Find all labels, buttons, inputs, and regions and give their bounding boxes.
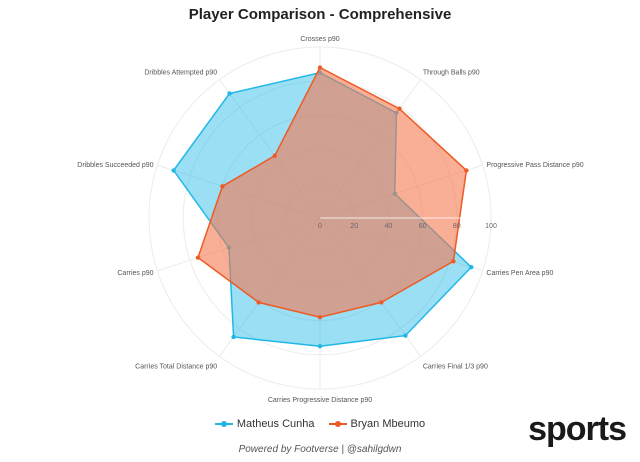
series-1-point-8[interactable] [171,168,176,173]
tick-label: 80 [453,223,461,230]
series-2-point-3[interactable] [451,259,456,264]
axis-label-6: Carries Total Distance p90 [135,364,217,371]
axis-label-2: Progressive Pass Distance p90 [486,162,583,169]
axis-label-8: Dribbles Succeeded p90 [77,162,153,169]
watermark-logo: sports [528,410,627,448]
axis-label-9: Dribbles Attempted p90 [144,69,217,76]
series-2-point-8[interactable] [220,184,225,189]
tick-label: 100 [485,223,497,230]
axis-label-0: Crosses p90 [300,36,339,43]
series-1-point-5[interactable] [317,344,323,349]
tick-label: 60 [419,223,427,230]
series-2-point-5[interactable] [317,314,323,320]
tick-label: 20 [350,223,358,230]
axis-label-3: Carries Pen Area p90 [486,270,553,277]
series-2-point-4[interactable] [379,300,384,305]
chart-title: Player Comparison - Comprehensive [188,6,452,23]
series-2-point-9[interactable] [272,153,277,158]
legend-label: Bryan Mbeumo [350,418,426,430]
legend-item-series-2[interactable]: Bryan Mbeumo [328,418,426,430]
axis-labels: Crosses p90 Through Balls p90 Progressive … [77,36,584,404]
series-1-point-6[interactable] [231,334,236,340]
tick-label: 40 [385,223,393,230]
series-2-point-0[interactable] [317,65,323,70]
legend-marker-icon [328,419,347,429]
axis-label-4: Carries Final 1/3 p90 [423,364,488,371]
legend-label: Matheus Cunha [236,418,315,430]
series-2-point-6[interactable] [256,300,261,305]
series-2-point-7[interactable] [195,255,201,260]
axis-label-1: Through Balls p90 [423,69,480,76]
legend: Matheus Cunha Bryan Mbeumo [0,418,640,430]
series-2-point-2[interactable] [464,168,469,173]
radar-series [171,65,474,349]
axis-label-7: Carries p90 [117,270,153,277]
radial-tick-labels: 0 20 40 60 80 100 [318,217,497,230]
series-1-point-4[interactable] [403,333,408,338]
legend-marker-icon [214,419,233,429]
tick-label: 0 [318,223,322,230]
series-1-point-3[interactable] [469,264,474,270]
footer-credit: Powered by Footverse | @sahilgdwn [238,444,402,455]
legend-item-series-1[interactable]: Matheus Cunha [214,418,315,430]
series-1-point-9[interactable] [227,91,232,96]
axis-label-5: Carries Progressive Distance p90 [268,397,372,404]
series-2-point-1[interactable] [397,106,402,111]
